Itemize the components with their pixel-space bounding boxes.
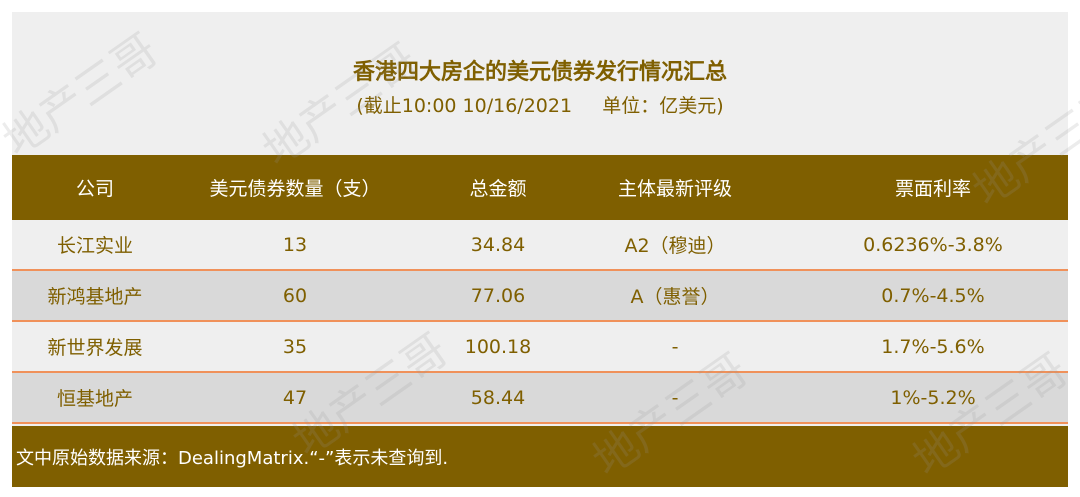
- source-footnote: 文中原始数据来源：DealingMatrix.“-”表示未查询到.: [12, 426, 1068, 487]
- cell-total-amount: 34.84: [470, 233, 526, 256]
- cell-bond-count: 13: [282, 233, 308, 256]
- header-company: 公司: [75, 178, 114, 200]
- cell-total-amount: 100.18: [464, 335, 532, 358]
- cell-rating: -: [671, 386, 679, 409]
- header-total-amount: 总金额: [469, 178, 527, 200]
- table-row: 新鸿基地产 60 77.06 A（惠誉） 0.7%-4.5%: [12, 271, 1068, 322]
- cell-rating: A（惠誉）: [630, 286, 720, 308]
- cell-company: 新鸿基地产: [47, 286, 143, 308]
- cell-coupon: 1%-5.2%: [890, 386, 976, 409]
- cell-company: 长江实业: [56, 235, 133, 257]
- cell-total-amount: 58.44: [470, 386, 526, 409]
- cell-rating: -: [671, 335, 679, 358]
- header-coupon: 票面利率: [894, 178, 971, 200]
- cell-coupon: 0.7%-4.5%: [881, 284, 985, 307]
- table-row: 新世界发展 35 100.18 - 1.7%-5.6%: [12, 322, 1068, 373]
- header-bond-count: 美元债券数量（支）: [209, 178, 381, 200]
- cell-company: 恒基地产: [56, 388, 133, 410]
- table-subtitle: (截止10:00 10/16/2021 单位：亿美元): [356, 95, 724, 117]
- cell-coupon: 1.7%-5.6%: [881, 335, 985, 358]
- cell-bond-count: 60: [282, 284, 308, 307]
- cell-coupon: 0.6236%-3.8%: [863, 233, 1003, 256]
- table-row: 长江实业 13 34.84 A2（穆迪） 0.6236%-3.8%: [12, 220, 1068, 271]
- cell-bond-count: 35: [282, 335, 308, 358]
- cell-company: 新世界发展: [47, 337, 143, 359]
- table-header: 公司 美元债券数量（支） 总金额 主体最新评级 票面利率: [12, 155, 1068, 220]
- cell-bond-count: 47: [282, 386, 308, 409]
- header-rating: 主体最新评级: [617, 178, 732, 200]
- cell-rating: A2（穆迪）: [624, 235, 726, 257]
- cell-total-amount: 77.06: [470, 284, 526, 307]
- table-row: 恒基地产 47 58.44 - 1%-5.2%: [12, 373, 1068, 424]
- table-title: 香港四大房企的美元债券发行情况汇总: [352, 60, 727, 85]
